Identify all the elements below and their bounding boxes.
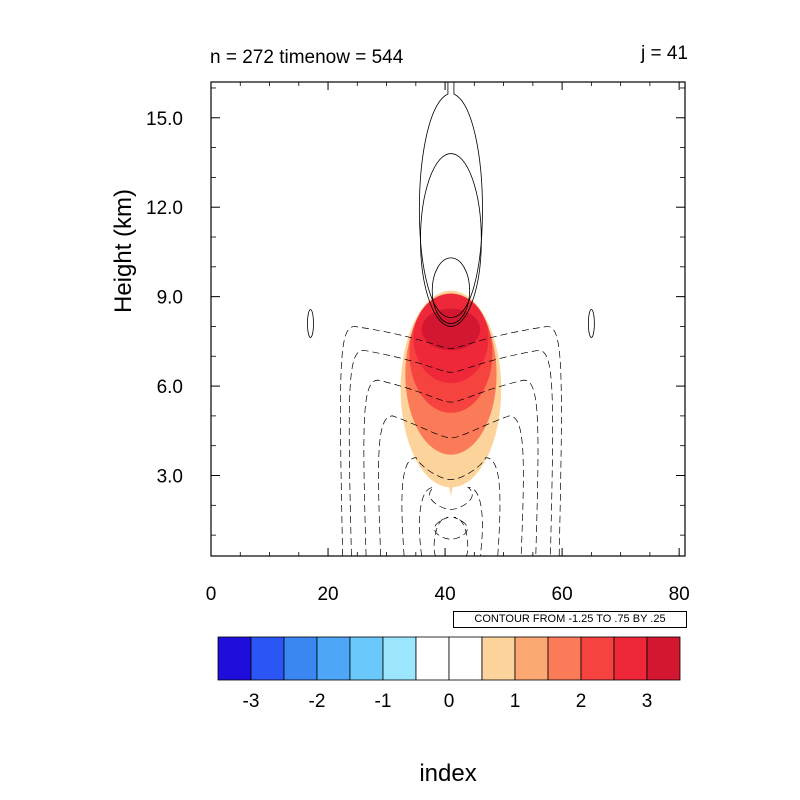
colorbar-box-12 bbox=[613, 636, 648, 681]
x-tick-label: 20 bbox=[317, 584, 338, 605]
colorbar-box-4 bbox=[349, 636, 384, 681]
contour-info-label: CONTOUR FROM -1.25 TO .75 BY .25 bbox=[453, 611, 687, 628]
small-contour-1 bbox=[587, 309, 595, 338]
colorbar-label: index bbox=[419, 760, 477, 787]
shaded-field bbox=[400, 290, 502, 497]
axis-ticks: 0 20 40 60 80 3.0 6.0 9.0 12.0 15.0 bbox=[146, 82, 690, 605]
dashed-contour-0 bbox=[340, 326, 562, 557]
colorbar-tick-label: 2 bbox=[576, 691, 587, 712]
x-tick-label: 60 bbox=[552, 584, 573, 605]
y-axis-label: Height (km) bbox=[110, 188, 137, 313]
y-tick-label: 9.0 bbox=[157, 288, 183, 309]
dashed-contour-6 bbox=[433, 516, 469, 557]
x-tick-label: 80 bbox=[669, 584, 690, 605]
colorbar-box-7 bbox=[448, 636, 483, 681]
plot-title-right: j = 41 bbox=[640, 43, 688, 64]
colorbar-box-1 bbox=[250, 636, 285, 681]
colorbar-box-5 bbox=[382, 636, 417, 681]
colorbar-box-10 bbox=[547, 636, 582, 681]
solid-contour-outer bbox=[418, 82, 483, 318]
dashed-contour-5 bbox=[419, 487, 483, 557]
colorbar: -3 -2 -1 0 1 2 3 bbox=[217, 636, 681, 712]
dashed-contour-2 bbox=[363, 379, 539, 557]
colorbar-tick-label: 0 bbox=[444, 691, 455, 712]
y-tick-label: 6.0 bbox=[157, 377, 183, 398]
colorbar-box-13 bbox=[646, 636, 681, 681]
colorbar-tick-label: -2 bbox=[309, 691, 326, 712]
solid-contour-1 bbox=[420, 153, 482, 327]
colorbar-box-3 bbox=[316, 636, 351, 681]
dashed-contour-4 bbox=[401, 457, 501, 557]
solid-contour-2 bbox=[431, 257, 471, 324]
plot-frame bbox=[210, 81, 686, 557]
colorbar-tick-label: -3 bbox=[243, 691, 260, 712]
colorbar-box-8 bbox=[481, 636, 516, 681]
x-tick-label: 40 bbox=[435, 584, 456, 605]
y-tick-label: 3.0 bbox=[157, 467, 183, 488]
colorbar-box-11 bbox=[580, 636, 615, 681]
x-tick-label: 0 bbox=[206, 584, 217, 605]
colorbar-box-9 bbox=[514, 636, 549, 681]
plot-title-left: n = 272 timenow = 544 bbox=[210, 47, 404, 68]
colorbar-tick-label: -1 bbox=[375, 691, 392, 712]
colorbar-tick-label: 3 bbox=[642, 691, 653, 712]
colorbar-box-6 bbox=[415, 636, 450, 681]
small-contour-0 bbox=[307, 309, 314, 338]
y-tick-label: 15.0 bbox=[146, 109, 183, 130]
dashed-contour-1 bbox=[348, 349, 553, 557]
dashed-contour-3 bbox=[378, 415, 524, 557]
colorbar-tick-label: 1 bbox=[510, 691, 521, 712]
fill-region-4 bbox=[421, 308, 481, 351]
line-contours bbox=[307, 82, 595, 557]
colorbar-box-2 bbox=[283, 636, 318, 681]
colorbar-box-0 bbox=[217, 636, 252, 681]
y-tick-label: 12.0 bbox=[146, 198, 183, 219]
